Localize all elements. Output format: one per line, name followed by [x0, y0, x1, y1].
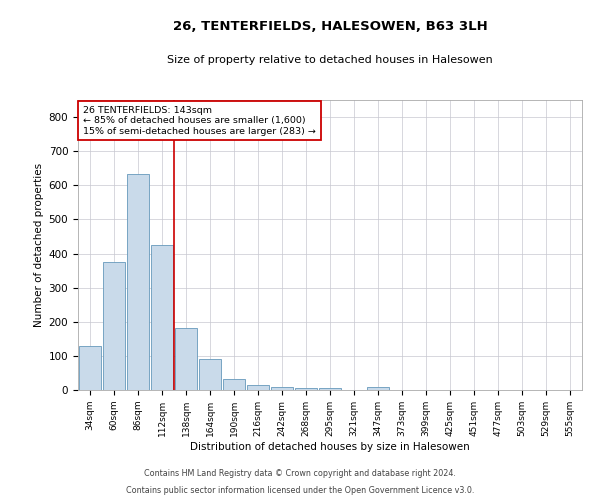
- Bar: [175, 328, 197, 390]
- Bar: [223, 379, 245, 390]
- Y-axis label: Number of detached properties: Number of detached properties: [34, 163, 44, 327]
- Bar: [367, 388, 389, 390]
- Bar: [127, 174, 149, 390]
- Bar: [271, 387, 293, 390]
- Bar: [247, 384, 269, 390]
- Text: Contains HM Land Registry data © Crown copyright and database right 2024.: Contains HM Land Registry data © Crown c…: [144, 468, 456, 477]
- Bar: [151, 245, 173, 390]
- Bar: [103, 262, 125, 390]
- Text: 26 TENTERFIELDS: 143sqm
← 85% of detached houses are smaller (1,600)
15% of semi: 26 TENTERFIELDS: 143sqm ← 85% of detache…: [83, 106, 316, 136]
- Bar: [79, 346, 101, 390]
- Bar: [319, 388, 341, 390]
- Bar: [295, 388, 317, 390]
- Bar: [199, 360, 221, 390]
- X-axis label: Distribution of detached houses by size in Halesowen: Distribution of detached houses by size …: [190, 442, 470, 452]
- Text: Size of property relative to detached houses in Halesowen: Size of property relative to detached ho…: [167, 55, 493, 65]
- Text: 26, TENTERFIELDS, HALESOWEN, B63 3LH: 26, TENTERFIELDS, HALESOWEN, B63 3LH: [173, 20, 487, 33]
- Text: Contains public sector information licensed under the Open Government Licence v3: Contains public sector information licen…: [126, 486, 474, 495]
